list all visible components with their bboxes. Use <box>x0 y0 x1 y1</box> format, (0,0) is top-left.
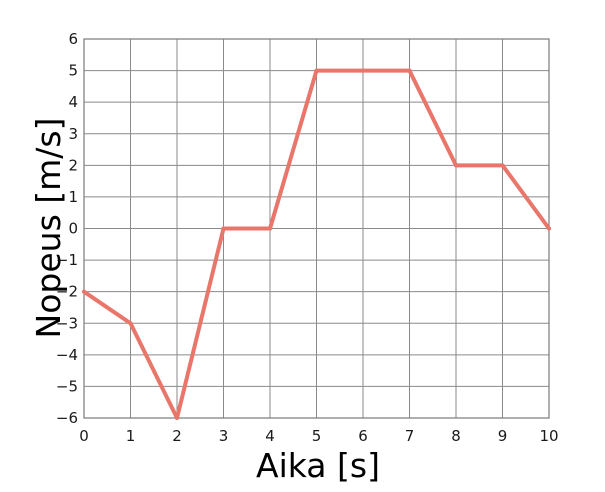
data-point <box>82 289 86 294</box>
y-tick-label: 5 <box>68 62 78 80</box>
data-point <box>221 226 226 231</box>
data-point <box>407 68 412 73</box>
data-point <box>175 416 179 420</box>
y-axis-title: Nopeus [m/s] <box>29 118 68 339</box>
x-tick-label: 8 <box>451 427 461 445</box>
y-tick-label: 2 <box>68 156 78 174</box>
x-tick-label: 9 <box>498 427 508 445</box>
data-point <box>268 226 272 231</box>
data-point <box>454 163 458 168</box>
x-tick-label: 0 <box>79 427 89 445</box>
x-tick-label: 4 <box>265 427 275 445</box>
x-tick-label: 6 <box>358 427 368 445</box>
x-tick-label: 5 <box>312 427 322 445</box>
y-tick-label: 6 <box>68 30 78 48</box>
x-tick-label: 7 <box>405 427 415 445</box>
x-tick-label: 2 <box>172 427 182 445</box>
data-point <box>361 68 365 73</box>
data-points <box>82 68 551 420</box>
y-tick-label: −1 <box>56 251 78 269</box>
data-point <box>500 163 505 168</box>
y-tick-label: −5 <box>56 377 78 395</box>
x-tick-label: 1 <box>126 427 136 445</box>
x-tick-label: 3 <box>219 427 229 445</box>
y-tick-label: 3 <box>68 125 78 143</box>
y-tick-label: 0 <box>68 220 78 238</box>
y-tick-label: 1 <box>68 188 78 206</box>
y-tick-label: 4 <box>68 93 78 111</box>
y-tick-label: −6 <box>56 409 78 427</box>
x-axis-title: Aika [s] <box>256 446 380 485</box>
data-point <box>547 226 551 231</box>
y-tick-labels: 6 5 4 3 2 1 0 −1 −2 −3 −4 −5 −6 <box>56 30 78 427</box>
data-point <box>128 321 133 326</box>
y-tick-label: −2 <box>56 283 78 301</box>
x-tick-labels: 0 1 2 3 4 5 6 7 8 9 10 <box>79 427 558 445</box>
data-point <box>314 68 319 73</box>
y-tick-label: −4 <box>56 346 78 364</box>
x-tick-label: 10 <box>539 427 558 445</box>
y-tick-label: −3 <box>56 314 78 332</box>
grid-lines <box>83 38 550 419</box>
